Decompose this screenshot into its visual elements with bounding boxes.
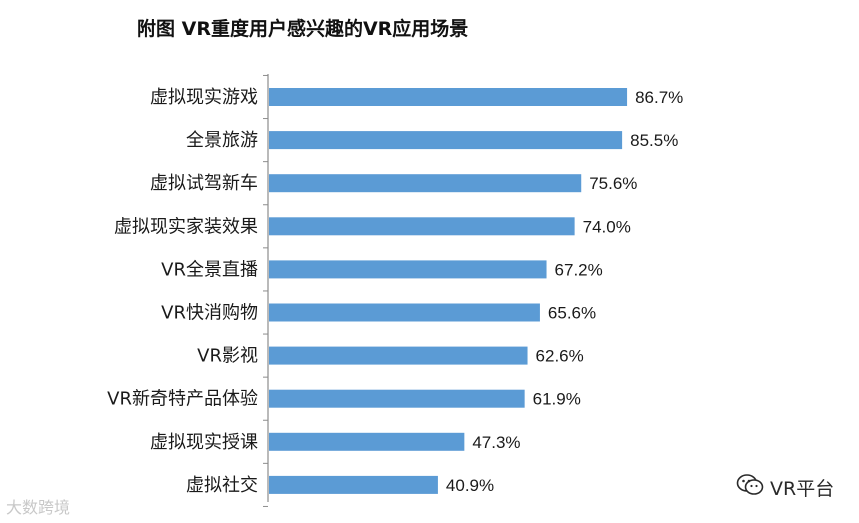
wechat-icon <box>736 473 764 502</box>
category-label: 全景旅游 <box>186 130 258 151</box>
bar <box>269 389 525 408</box>
source-watermark: 大数跨境 <box>6 498 71 517</box>
data-label: 47.3% <box>472 433 520 452</box>
data-label: 75.6% <box>589 174 637 193</box>
data-label: 74.0% <box>583 217 631 236</box>
category-label: 虚拟现实家装效果 <box>114 216 258 237</box>
chart-title: 附图 VR重度用户感兴趣的VR应用场景 <box>137 18 469 40</box>
bar <box>269 88 628 106</box>
bar <box>269 131 623 150</box>
bar <box>269 217 575 236</box>
platform-watermark: VR平台 <box>736 473 835 502</box>
category-label: 虚拟现实授课 <box>150 432 258 453</box>
data-label: 85.5% <box>630 131 678 150</box>
category-label: VR影视 <box>197 346 258 367</box>
category-label: 虚拟现实游戏 <box>150 87 258 108</box>
bar <box>269 432 465 451</box>
category-label: 虚拟社交 <box>186 475 258 496</box>
platform-watermark-label: VR平台 <box>770 477 835 500</box>
category-label: VR快消购物 <box>161 303 258 324</box>
data-label: 61.9% <box>533 390 581 409</box>
category-label: 虚拟试驾新车 <box>150 173 258 194</box>
bar <box>269 174 582 193</box>
data-label: 86.7% <box>635 88 683 107</box>
data-label: 40.9% <box>446 476 494 495</box>
bar <box>269 303 540 322</box>
data-label: 67.2% <box>555 260 603 279</box>
category-label: VR全景直播 <box>161 259 258 280</box>
data-label: 65.6% <box>548 304 596 323</box>
category-label: VR新奇特产品体验 <box>107 389 258 410</box>
bar <box>269 260 547 279</box>
bar <box>269 475 438 494</box>
bar <box>269 346 528 365</box>
data-label: 62.6% <box>536 347 584 366</box>
